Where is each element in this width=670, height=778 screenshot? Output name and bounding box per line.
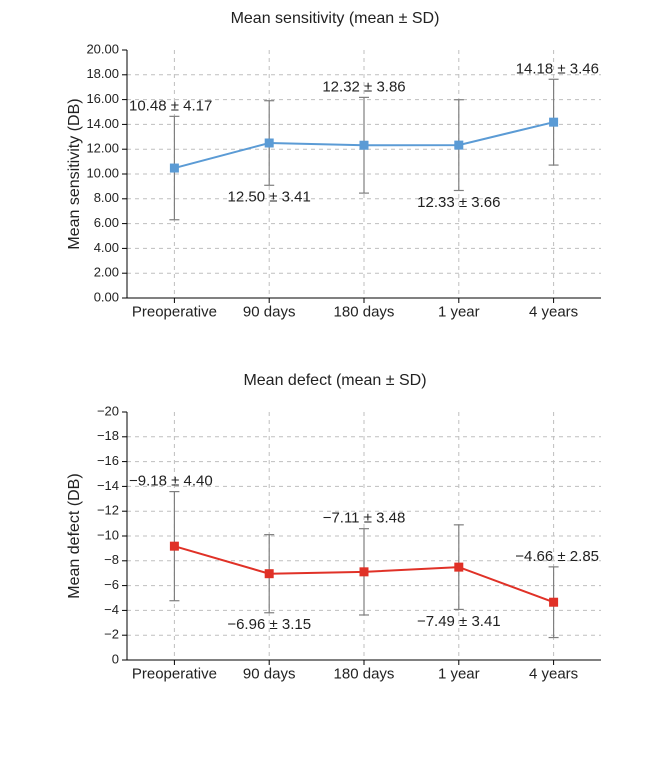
y-tick-label: 0.00: [94, 289, 119, 304]
y-tick-label: 20.00: [86, 41, 119, 56]
y-tick-label: 6.00: [94, 215, 119, 230]
sensitivity-chart: Mean sensitivity (mean ± SD) Mean sensit…: [55, 10, 615, 332]
x-tick-label: 1 year: [438, 303, 480, 320]
y-tick-label: 12.00: [86, 141, 119, 156]
x-tick-label: 90 days: [243, 665, 296, 682]
y-tick-label: −14: [97, 478, 119, 493]
point-label: 12.32 ± 3.86: [322, 78, 405, 95]
data-marker: [170, 164, 178, 172]
data-marker: [455, 141, 463, 149]
defect-chart: Mean defect (mean ± SD) Mean defect (DB)…: [55, 372, 615, 694]
y-tick-label: −20: [97, 403, 119, 418]
plot-area: Mean sensitivity (DB) 0.00 2.00 4.00 6.00 8.…: [55, 32, 615, 332]
y-axis-label: Mean defect (DB): [66, 473, 84, 598]
y-tick-label: 8.00: [94, 190, 119, 205]
data-marker: [360, 568, 368, 576]
y-tick-label: −2: [104, 627, 119, 642]
y-tick-label: 18.00: [86, 66, 119, 81]
chart-svg: 0.00 2.00 4.00 6.00 8.00 10.00 12.00 14.00 16.00…: [55, 32, 615, 332]
point-label: −4.66 ± 2.85: [515, 548, 599, 565]
data-marker: [170, 542, 178, 550]
y-tick-label: −6: [104, 577, 119, 592]
y-axis-label: Mean sensitivity (DB): [66, 98, 84, 249]
y-tick-label: −8: [104, 552, 119, 567]
y-tick-label: −4: [104, 602, 119, 617]
chart-svg: 0 −2 −4 −6 −8 −10 −12 −14 −16 −18 −20 Preoperative 9…: [55, 394, 615, 694]
y-tick-label: 10.00: [86, 165, 119, 180]
x-tick-label: 90 days: [243, 303, 296, 320]
x-tick-label: 180 days: [334, 665, 395, 682]
data-marker: [265, 570, 273, 578]
x-tick-label: 4 years: [529, 303, 578, 320]
plot-area: Mean defect (DB) 0 −2 −4 −6 −8 −10 −12 −14 −16 −1…: [55, 394, 615, 694]
y-tick-label: 2.00: [94, 265, 119, 280]
chart-title: Mean sensitivity (mean ± SD): [55, 10, 615, 28]
y-tick-label: 14.00: [86, 116, 119, 131]
y-tick-label: −10: [97, 527, 119, 542]
point-label: −9.18 ± 4.40: [129, 473, 213, 490]
y-tick-label: 0: [112, 651, 119, 666]
chart-title: Mean defect (mean ± SD): [55, 372, 615, 390]
data-marker: [455, 563, 463, 571]
x-tick-label: 1 year: [438, 665, 480, 682]
y-tick-label: −12: [97, 503, 119, 518]
y-tick-label: −18: [97, 428, 119, 443]
point-label: −7.11 ± 3.48: [323, 510, 406, 527]
chart-gap: [0, 332, 670, 372]
data-marker: [550, 598, 558, 606]
y-tick-label: −16: [97, 453, 119, 468]
y-tick-label: 16.00: [86, 91, 119, 106]
x-tick-label: Preoperative: [132, 303, 217, 320]
page: Mean sensitivity (mean ± SD) Mean sensit…: [0, 0, 670, 778]
point-label: −6.96 ± 3.15: [227, 616, 311, 633]
point-label: 12.33 ± 3.66: [417, 194, 500, 211]
y-tick-label: 4.00: [94, 240, 119, 255]
data-marker: [360, 141, 368, 149]
x-tick-label: 4 years: [529, 665, 578, 682]
data-marker: [550, 118, 558, 126]
data-marker: [265, 139, 273, 147]
x-tick-label: Preoperative: [132, 665, 217, 682]
point-label: 10.48 ± 4.17: [129, 97, 212, 114]
point-label: −7.49 ± 3.41: [417, 613, 501, 630]
x-tick-label: 180 days: [334, 303, 395, 320]
point-label: 14.18 ± 3.46: [516, 60, 599, 77]
point-label: 12.50 ± 3.41: [228, 189, 311, 206]
